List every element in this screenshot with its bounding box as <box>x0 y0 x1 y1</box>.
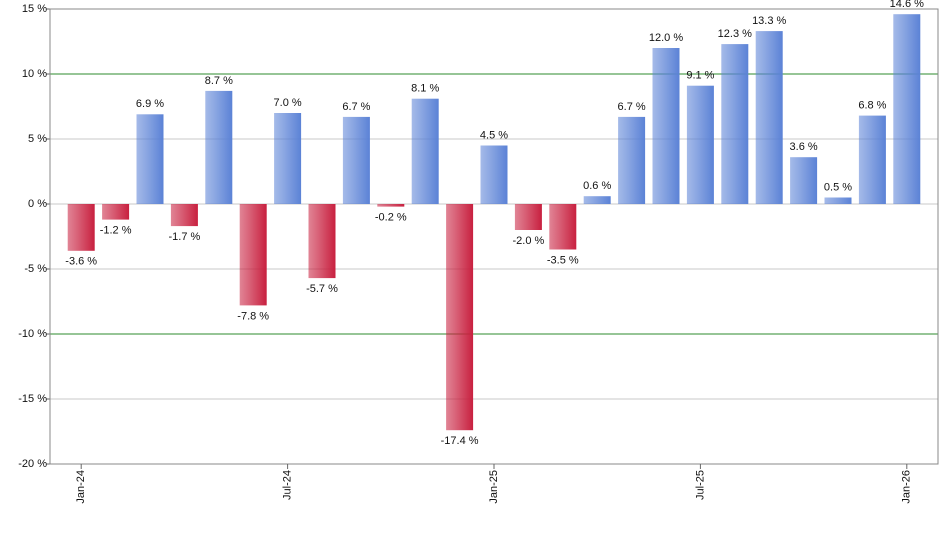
x-tick-label: Jan-26 <box>901 470 913 504</box>
x-tick-label: Jul-25 <box>694 470 706 500</box>
bar <box>824 197 852 204</box>
bar <box>205 90 233 204</box>
data-label: 7.0 % <box>274 97 302 109</box>
data-label: -0.2 % <box>375 212 407 224</box>
x-tick-label: Jul-24 <box>282 470 294 500</box>
y-tick-label: -5 % <box>24 263 47 275</box>
bar <box>446 204 474 431</box>
data-label: 6.7 % <box>618 101 646 113</box>
data-label: -5.7 % <box>306 283 338 295</box>
bar <box>480 145 508 204</box>
bar <box>514 204 542 230</box>
bar <box>652 48 680 204</box>
data-label: 8.7 % <box>205 75 233 87</box>
bar <box>893 14 921 205</box>
bar <box>239 204 267 306</box>
y-tick-label: -15 % <box>18 393 47 405</box>
bar <box>67 204 95 251</box>
data-label: 0.5 % <box>824 181 852 193</box>
bar <box>721 44 749 204</box>
bar <box>411 98 439 204</box>
bar <box>102 204 130 220</box>
data-label: 14.6 % <box>890 0 924 10</box>
data-label: -3.6 % <box>65 256 97 268</box>
bar <box>342 116 370 204</box>
data-label: 6.8 % <box>858 100 886 112</box>
y-tick-label: -20 % <box>18 458 47 470</box>
data-label: 9.1 % <box>686 70 714 82</box>
data-label: 6.9 % <box>136 98 164 110</box>
data-label: 4.5 % <box>480 129 508 141</box>
data-label: -17.4 % <box>441 435 479 447</box>
bar <box>377 204 405 207</box>
bar <box>790 157 818 204</box>
bar <box>686 85 714 204</box>
data-label: -1.7 % <box>169 231 201 243</box>
data-label: 6.7 % <box>342 101 370 113</box>
data-label: -7.8 % <box>237 310 269 322</box>
data-label: 13.3 % <box>752 15 786 27</box>
bar <box>549 204 577 250</box>
bar <box>618 116 646 204</box>
bar <box>136 114 164 204</box>
y-tick-label: 5 % <box>28 133 47 145</box>
x-tick-label: Jan-24 <box>75 470 87 504</box>
data-label: 12.3 % <box>718 28 752 40</box>
bar <box>308 204 336 279</box>
y-tick-label: -10 % <box>18 328 47 340</box>
bar <box>170 204 198 227</box>
bar <box>583 196 611 204</box>
data-label: 3.6 % <box>790 141 818 153</box>
data-label: 0.6 % <box>583 180 611 192</box>
data-label: 12.0 % <box>649 32 683 44</box>
data-label: 8.1 % <box>411 83 439 95</box>
y-tick-label: 0 % <box>28 198 47 210</box>
data-label: -3.5 % <box>547 254 579 266</box>
data-label: -2.0 % <box>513 235 545 247</box>
bar <box>274 113 302 204</box>
x-tick-label: Jan-25 <box>488 470 500 504</box>
y-tick-label: 15 % <box>22 3 47 15</box>
bar <box>755 31 783 204</box>
data-label: -1.2 % <box>100 225 132 237</box>
bar <box>858 115 886 204</box>
y-tick-label: 10 % <box>22 68 47 80</box>
